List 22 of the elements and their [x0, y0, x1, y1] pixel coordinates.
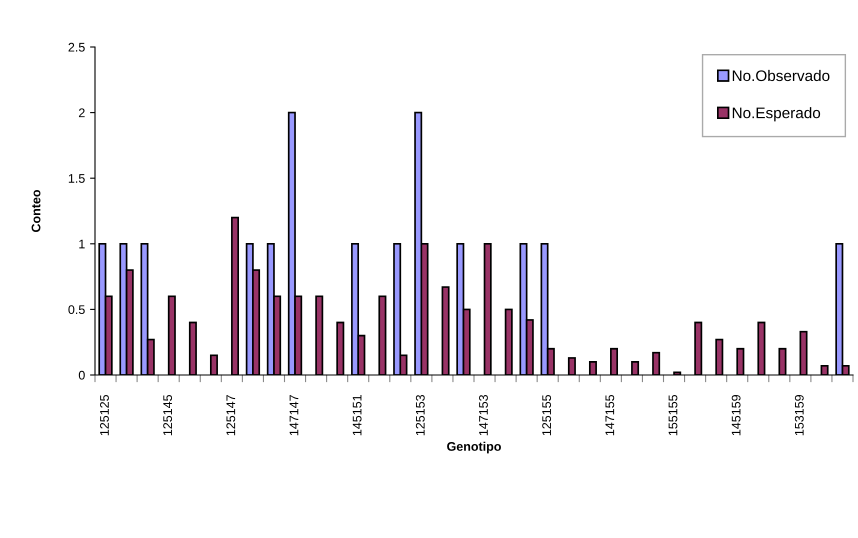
y-axis-title: Conteo	[32, 190, 40, 232]
x-tick-label: 147155	[605, 394, 614, 436]
x-tick-label: 125155	[542, 394, 552, 436]
x-tick-label: 155155	[668, 394, 678, 436]
x-tick-label: 147153	[479, 394, 488, 436]
x-tick-label: 147147	[290, 395, 298, 436]
x-tick-label: 125145	[163, 394, 172, 436]
y-tick-label: 2	[78, 108, 85, 118]
x-tick-label: 145159	[732, 395, 741, 436]
y-tick-label: 2.5	[68, 42, 85, 52]
x-tick-label: 125147	[226, 395, 236, 436]
legend-label: No.Observado	[732, 70, 830, 82]
y-tick-label: 0	[78, 370, 85, 380]
x-tick-label: 153159	[794, 395, 804, 436]
x-tick-label: 125153	[416, 394, 425, 436]
y-tick-label: 1.5	[68, 174, 85, 183]
y-tick-label: 1	[79, 240, 85, 248]
x-axis-title: Genotipo	[447, 442, 501, 454]
x-tick-label: 125125	[100, 394, 109, 436]
y-tick-label: 0.5	[68, 305, 85, 314]
x-tick-label: 145151	[352, 395, 362, 436]
legend-label: No.Esperado	[732, 107, 820, 122]
